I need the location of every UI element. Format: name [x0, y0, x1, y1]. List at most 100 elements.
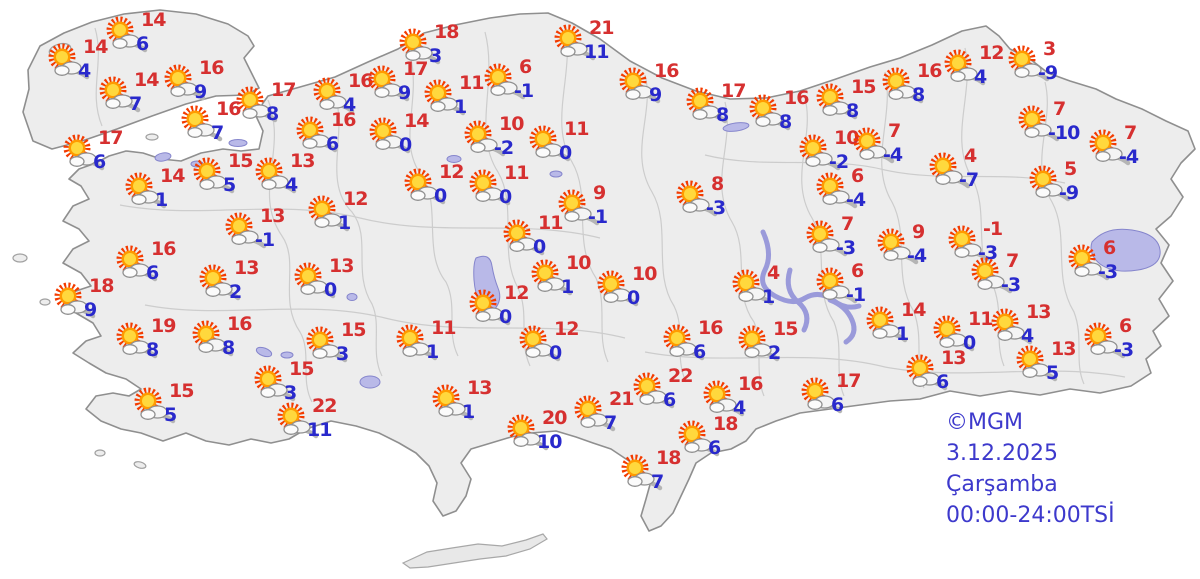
low-temp: 2 — [768, 342, 781, 364]
sun-cloud-icon — [254, 365, 296, 402]
high-temp: 13 — [234, 257, 259, 279]
high-temp: 6 — [851, 165, 864, 187]
low-temp: 9 — [84, 299, 97, 321]
low-temp: 6 — [831, 394, 844, 416]
high-temp: 22 — [668, 365, 693, 387]
sun-cloud-icon — [277, 402, 319, 439]
high-temp: 16 — [654, 60, 679, 82]
low-temp: 5 — [223, 174, 236, 196]
sun-cloud-icon — [1089, 129, 1131, 166]
high-temp: 13 — [1051, 338, 1076, 360]
low-temp: 8 — [716, 104, 729, 126]
map-attribution: ©MGM 3.12.2025 Çarşamba 00:00-24:00TSİ — [946, 407, 1115, 531]
high-temp: 17 — [98, 127, 123, 149]
lakes — [154, 122, 1161, 389]
low-temp: -3 — [1001, 274, 1021, 296]
low-temp: 1 — [762, 286, 775, 308]
sun-cloud-icon — [399, 28, 441, 65]
high-temp: 16 — [698, 317, 723, 339]
high-temp: 14 — [404, 110, 429, 132]
high-temp: 21 — [589, 17, 614, 39]
low-temp: -1 — [514, 80, 534, 102]
high-temp: 11 — [459, 72, 484, 94]
low-temp: -1 — [588, 206, 608, 228]
high-temp: 13 — [329, 255, 354, 277]
high-temp: 7 — [1124, 122, 1137, 144]
sun-cloud-icon — [971, 257, 1013, 294]
low-temp: -1 — [846, 284, 866, 306]
low-temp: 3 — [284, 382, 297, 404]
sun-cloud-icon — [816, 83, 858, 120]
low-temp: 1 — [338, 212, 351, 234]
sun-cloud-icon — [877, 228, 919, 265]
low-temp: 2 — [229, 281, 242, 303]
sun-cloud-icon — [732, 269, 774, 306]
high-temp: 17 — [271, 79, 296, 101]
low-temp: -1 — [255, 229, 275, 251]
low-temp: 4 — [343, 94, 356, 116]
low-temp: 6 — [136, 33, 149, 55]
low-temp: -3 — [1098, 261, 1118, 283]
high-temp: 17 — [403, 58, 428, 80]
low-temp: 0 — [434, 185, 447, 207]
high-temp: 14 — [83, 36, 108, 58]
low-temp: 0 — [399, 134, 412, 156]
time-range-label: 00:00-24:00TSİ — [946, 503, 1115, 528]
low-temp: 0 — [627, 287, 640, 309]
copyright-label: ©MGM — [946, 410, 1024, 435]
sun-cloud-icon — [54, 282, 96, 319]
high-temp: 13 — [290, 150, 315, 172]
low-temp: 6 — [936, 371, 949, 393]
sun-cloud-icon — [933, 315, 975, 352]
sun-cloud-icon — [1084, 322, 1126, 359]
sun-cloud-icon — [484, 63, 526, 100]
low-temp: 0 — [533, 236, 546, 258]
high-temp: 7 — [888, 120, 901, 142]
low-temp: 8 — [779, 111, 792, 133]
high-temp: 6 — [1119, 315, 1132, 337]
high-temp: 4 — [767, 262, 780, 284]
low-temp: 0 — [499, 186, 512, 208]
low-temp: 1 — [155, 189, 168, 211]
sun-cloud-icon — [1068, 244, 1110, 281]
sun-cloud-icon — [313, 77, 355, 114]
low-temp: 4 — [733, 397, 746, 419]
sun-cloud-icon — [948, 225, 990, 262]
high-temp: 12 — [979, 42, 1004, 64]
high-temp: 7 — [1053, 98, 1066, 120]
high-temp: 12 — [343, 188, 368, 210]
high-temp: 11 — [538, 212, 563, 234]
low-temp: 4 — [78, 60, 91, 82]
sun-cloud-icon — [225, 212, 267, 249]
high-temp: 13 — [1026, 301, 1051, 323]
low-temp: 0 — [324, 279, 337, 301]
low-temp: 6 — [326, 133, 339, 155]
sun-cloud-icon — [116, 245, 158, 282]
low-temp: 7 — [129, 93, 142, 115]
sun-cloud-icon — [749, 94, 791, 131]
low-temp: 6 — [693, 341, 706, 363]
low-temp: 4 — [285, 174, 298, 196]
high-temp: 6 — [1103, 237, 1116, 259]
low-temp: 9 — [649, 84, 662, 106]
high-temp: 10 — [834, 127, 859, 149]
sun-cloud-icon — [236, 86, 278, 123]
sun-cloud-icon — [181, 105, 223, 142]
sun-cloud-icon — [396, 324, 438, 361]
sun-cloud-icon — [99, 76, 141, 113]
low-temp: 5 — [1046, 362, 1059, 384]
sun-cloud-icon — [424, 79, 466, 116]
sun-cloud-icon — [686, 87, 728, 124]
low-temp: -3 — [978, 242, 998, 264]
sun-cloud-icon — [404, 168, 446, 205]
high-temp: 15 — [289, 358, 314, 380]
sun-cloud-icon — [63, 134, 105, 171]
low-temp: -10 — [1048, 122, 1080, 144]
high-temp: 15 — [228, 150, 253, 172]
sun-cloud-icon — [503, 219, 545, 256]
high-temp: 14 — [134, 69, 159, 91]
sun-cloud-icon — [929, 152, 971, 189]
sun-cloud-icon — [125, 172, 167, 209]
high-temp: 10 — [632, 263, 657, 285]
